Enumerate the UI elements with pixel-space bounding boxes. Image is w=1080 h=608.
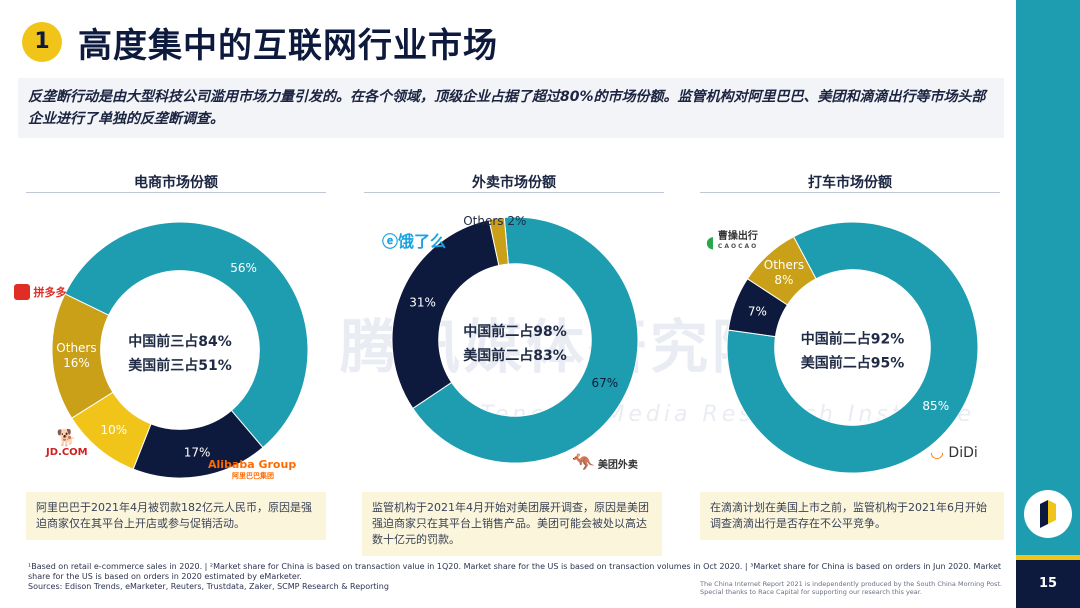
- slice-label-JD.COM: 17%: [184, 445, 211, 459]
- donut-slice-Alibaba: [64, 221, 309, 449]
- intro-text: 反垄断行动是由大型科技公司滥用市场力量引发的。在各个领域，顶级企业占据了超过80…: [18, 78, 1004, 138]
- eleme-logo: ⓔ饿了么: [382, 232, 447, 251]
- didi-logo: ◡ DiDi: [930, 442, 978, 461]
- note-ridehailing: 在滴滴计划在美国上市之前，监管机构于2021年6月开始调查滴滴出行是否存在不公平…: [700, 492, 1004, 540]
- section-number-badge: 1: [22, 22, 62, 62]
- slice-label-饿了么: 31%: [409, 296, 436, 310]
- slice-label-曹操出行: 7%: [748, 305, 767, 319]
- center-text-0: 中国前二占98%: [463, 323, 567, 340]
- slice-label-Alibaba: 56%: [230, 261, 257, 275]
- ecommerce-donut-chart: 56% 17% 10% Others 16% 中国前三占84% 美国前三占51%: [51, 221, 309, 479]
- chart-heading-ecommerce: 电商市场份额: [26, 172, 326, 193]
- jd-dog-icon: 🐕: [56, 428, 77, 447]
- delivery-donut-chart: 67% 31% Others 2% 中国前二占98% 美国前二占83%: [391, 214, 639, 464]
- center-text-1: 美国前三占51%: [128, 357, 232, 374]
- page-number: 15: [1038, 576, 1058, 591]
- donut-slice-Others: [51, 293, 114, 419]
- donut-slice-饿了么: [391, 219, 500, 410]
- center-text-0: 中国前三占84%: [128, 333, 232, 350]
- credit-text: The China Internet Report 2021 is indepe…: [700, 580, 1003, 596]
- slice-label-Others: Others 8%: [764, 258, 804, 287]
- caocao-icon: ◖: [706, 232, 715, 252]
- slice-label-DiDi: 85%: [922, 399, 949, 413]
- slice-label-美团外卖: 67%: [592, 376, 619, 390]
- pinduoduo-icon: [14, 284, 30, 300]
- alibaba-logo: Alibaba Group 阿里巴巴集团: [208, 458, 297, 480]
- donut-slice-DiDi: [726, 221, 979, 474]
- brand-logo: [1024, 490, 1072, 538]
- didi-icon: ◡: [930, 442, 944, 461]
- caocao-logo: ◖ 曹操出行 CAOCAO: [706, 231, 759, 252]
- slice-label-Others: Others 2%: [463, 214, 526, 228]
- kangaroo-icon: 🦘: [572, 452, 595, 473]
- note-ecommerce: 阿里巴巴于2021年4月被罚款182亿元人民币，原因是强迫商家仅在其平台上开店或…: [26, 492, 326, 540]
- footnotes: ¹Based on retail e-commerce sales in 202…: [28, 562, 1008, 592]
- sources-text: Sources: Edison Trends, eMarketer, Reute…: [28, 582, 389, 591]
- jd-logo: 🐕 JD.COM: [46, 428, 88, 458]
- center-text-1: 美国前二占95%: [801, 355, 905, 372]
- donut-slice-Others: [746, 236, 817, 306]
- brand-logo-icon: [1040, 500, 1056, 528]
- note-delivery: 监管机构于2021年4月开始对美团展开调查，原因是美团强迫商家只在其平台上销售产…: [362, 492, 662, 556]
- donut-slice-Others: [488, 216, 509, 267]
- footnote-text: ¹Based on retail e-commerce sales in 202…: [28, 562, 1002, 581]
- slice-label-拼多多: 10%: [101, 423, 128, 437]
- chart-heading-delivery: 外卖市场份额: [364, 172, 664, 193]
- center-text-0: 中国前二占92%: [801, 331, 905, 348]
- donut-slice-美团外卖: [412, 216, 639, 464]
- eleme-icon: ⓔ: [382, 232, 399, 251]
- pinduoduo-logo: 拼多多: [14, 284, 66, 300]
- meituan-logo: 🦘 美团外卖: [572, 452, 638, 473]
- ridehailing-donut-chart: 85% 7% Others 8% 中国前二占92% 美国前二占95%: [726, 221, 979, 474]
- slice-label-Others: Others 16%: [56, 341, 96, 370]
- page-number-box: 15: [1016, 555, 1080, 608]
- chart-heading-ridehailing: 打车市场份额: [700, 172, 1000, 193]
- page-title: 高度集中的互联网行业市场: [78, 26, 498, 66]
- center-text-1: 美国前二占83%: [463, 347, 567, 364]
